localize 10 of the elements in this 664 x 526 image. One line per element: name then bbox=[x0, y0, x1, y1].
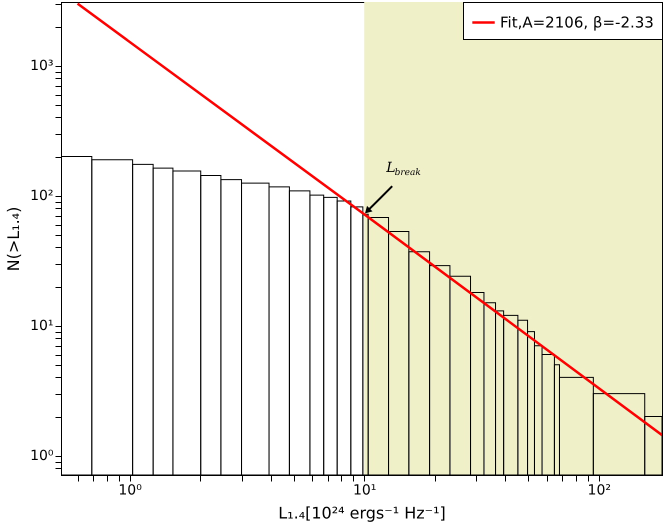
legend-label: Fit,A=2106, β=-2.33 bbox=[500, 14, 654, 32]
y-tick-label: 10² bbox=[30, 188, 54, 204]
y-tick-label: 10¹ bbox=[30, 318, 54, 334]
x-axis-title: L₁.₄[10²⁴ ergs⁻¹ Hz⁻¹] bbox=[278, 504, 446, 522]
x-tick-label: 10² bbox=[588, 482, 611, 498]
y-tick-label: 10³ bbox=[30, 58, 54, 74]
y-axis-title: N(>L₁.₄) bbox=[4, 206, 24, 272]
x-tick-label: 10¹ bbox=[352, 482, 376, 498]
x-tick-label: 10⁰ bbox=[118, 482, 142, 498]
y-tick-label: 10⁰ bbox=[30, 448, 54, 464]
